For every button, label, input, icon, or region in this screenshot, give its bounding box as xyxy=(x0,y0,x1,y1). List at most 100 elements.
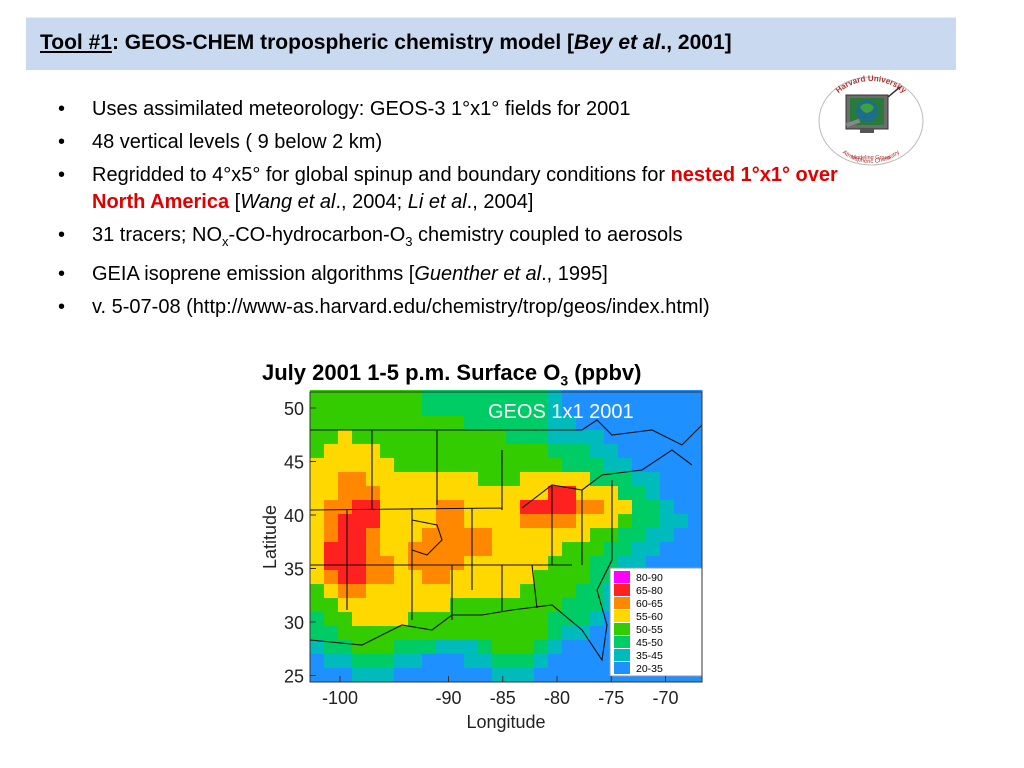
grid-cell xyxy=(492,668,507,683)
x-tick-label: -80 xyxy=(544,688,570,708)
grid-cell xyxy=(338,514,353,529)
y-axis: 50 45 40 35 30 25 xyxy=(284,399,316,687)
grid-cell xyxy=(492,528,507,543)
grid-cell xyxy=(436,598,451,613)
x-tick-label: -100 xyxy=(322,688,358,708)
grid-cell xyxy=(674,486,689,501)
grid-cell xyxy=(576,486,591,501)
grid-cell xyxy=(688,556,703,571)
grid-cell xyxy=(450,570,465,585)
grid-cell xyxy=(436,430,451,445)
grid-cell xyxy=(450,612,465,627)
grid-cell xyxy=(464,416,479,431)
grid-cell xyxy=(366,668,381,683)
grid-cell xyxy=(478,570,493,585)
grid-cell xyxy=(380,416,395,431)
grid-cell xyxy=(464,514,479,529)
grid-cell xyxy=(464,402,479,417)
grid-cell xyxy=(506,486,521,501)
citation-author: Li et al xyxy=(407,191,467,213)
grid-cell xyxy=(618,528,633,543)
grid-cell xyxy=(450,514,465,529)
grid-cell xyxy=(646,458,661,473)
grid-cell xyxy=(562,528,577,543)
grid-cell xyxy=(366,458,381,473)
title-ref-year: ., 2001] xyxy=(660,31,732,54)
grid-cell xyxy=(450,668,465,683)
grid-cell xyxy=(338,416,353,431)
grid-cell xyxy=(366,430,381,445)
grid-cell xyxy=(520,430,535,445)
grid-cell xyxy=(674,514,689,529)
grid-cell xyxy=(366,500,381,515)
grid-cell xyxy=(604,402,619,417)
grid-cell xyxy=(660,542,675,557)
grid-cell xyxy=(660,416,675,431)
grid-cell xyxy=(450,626,465,641)
grid-cell xyxy=(492,654,507,669)
grid-cell xyxy=(366,444,381,459)
grid-cell xyxy=(436,570,451,585)
grid-cell xyxy=(506,640,521,655)
grid-cell xyxy=(380,486,395,501)
grid-cell xyxy=(562,486,577,501)
grid-cell xyxy=(394,458,409,473)
grid-cell xyxy=(660,528,675,543)
grid-cell xyxy=(548,402,563,417)
grid-cell xyxy=(394,612,409,627)
grid-cell xyxy=(324,444,339,459)
grid-cell xyxy=(534,514,549,529)
grid-cell xyxy=(352,640,367,655)
grid-cell xyxy=(660,514,675,529)
grid-cell xyxy=(632,402,647,417)
grid-cell xyxy=(436,584,451,599)
grid-cell xyxy=(366,612,381,627)
title-main: : GEOS-CHEM tropospheric chemistry model… xyxy=(111,31,575,54)
grid-cell xyxy=(450,500,465,515)
grid-cell xyxy=(562,402,577,417)
grid-cell xyxy=(534,570,549,585)
grid-cell xyxy=(492,542,507,557)
grid-cell xyxy=(380,668,395,683)
grid-cell xyxy=(590,612,605,627)
grid-cell xyxy=(324,598,339,613)
grid-cell xyxy=(590,556,605,571)
grid-cell xyxy=(464,640,479,655)
grid-cell xyxy=(604,500,619,515)
grid-cell xyxy=(506,584,521,599)
grid-cell xyxy=(576,570,591,585)
grid-cell xyxy=(338,542,353,557)
grid-cell xyxy=(352,444,367,459)
grid-cell xyxy=(520,598,535,613)
grid-cell xyxy=(688,402,703,417)
legend-swatch xyxy=(614,610,630,622)
map-boundaries xyxy=(309,419,703,662)
ozone-grid xyxy=(310,388,703,683)
grid-cell xyxy=(506,444,521,459)
grid-cell xyxy=(534,444,549,459)
grid-cell xyxy=(562,640,577,655)
grid-cell xyxy=(534,458,549,473)
grid-cell xyxy=(436,514,451,529)
grid-cell xyxy=(548,542,563,557)
grid-cell xyxy=(464,668,479,683)
grid-cell xyxy=(688,416,703,431)
grid-cell xyxy=(408,584,423,599)
y-tick-label: 50 xyxy=(284,399,304,419)
grid-cell xyxy=(562,556,577,571)
grid-cell xyxy=(450,640,465,655)
grid-cell xyxy=(408,500,423,515)
grid-cell xyxy=(562,654,577,669)
citation-author: Guenther et al xyxy=(414,263,542,285)
grid-cell xyxy=(632,542,647,557)
grid-cell xyxy=(618,514,633,529)
grid-cell xyxy=(436,500,451,515)
grid-cell xyxy=(590,430,605,445)
grid-cell xyxy=(590,444,605,459)
grid-cell xyxy=(520,528,535,543)
grid-cell xyxy=(576,528,591,543)
grid-cell xyxy=(324,584,339,599)
grid-cell xyxy=(422,570,437,585)
ozone-map: GEOS 1x1 2001 80-90 65-80 60-65 55-60 50-55 4… xyxy=(252,388,722,740)
grid-cell xyxy=(422,668,437,683)
